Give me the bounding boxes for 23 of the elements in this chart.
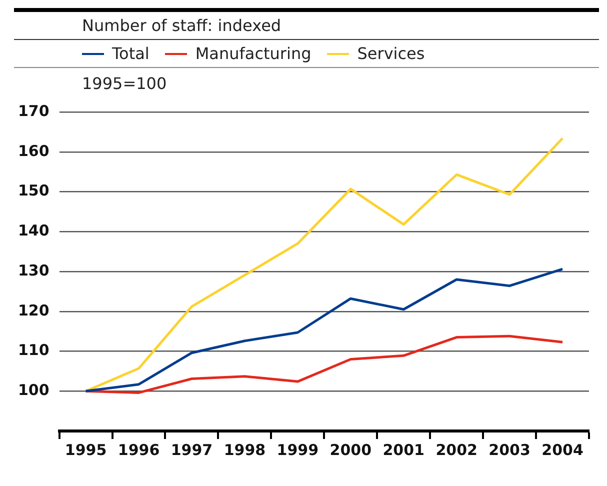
legend-label: Manufacturing: [195, 44, 312, 63]
legend-label: Total: [112, 44, 150, 63]
y-tick-label: 110: [18, 341, 50, 360]
x-tick-label: 2002: [436, 440, 478, 459]
y-tick-label: 130: [18, 261, 50, 280]
x-tick-label: 1997: [170, 440, 213, 459]
y-tick-label: 100: [18, 381, 50, 400]
x-tick-label: 1995: [64, 440, 107, 459]
x-tick-label: 1996: [118, 440, 160, 459]
x-tick-label: 1998: [224, 440, 266, 459]
x-tick-label: 2000: [330, 440, 372, 459]
chart-title: Number of staff: indexed: [14, 12, 599, 40]
x-tick-label: 2004: [542, 440, 584, 459]
legend-label: Services: [357, 44, 425, 63]
y-tick-label: 120: [18, 301, 50, 320]
x-tick-label: 2003: [488, 440, 530, 459]
y-tick-label: 160: [18, 142, 50, 160]
x-tick-label: 1999: [276, 440, 319, 459]
chart-subtitle: 1995=100: [81, 73, 168, 93]
y-tick-label: 150: [18, 182, 50, 200]
y-tick-label: 170: [18, 102, 50, 120]
y-tick-label: 140: [18, 222, 50, 240]
x-tick-label: 2001: [382, 440, 424, 459]
